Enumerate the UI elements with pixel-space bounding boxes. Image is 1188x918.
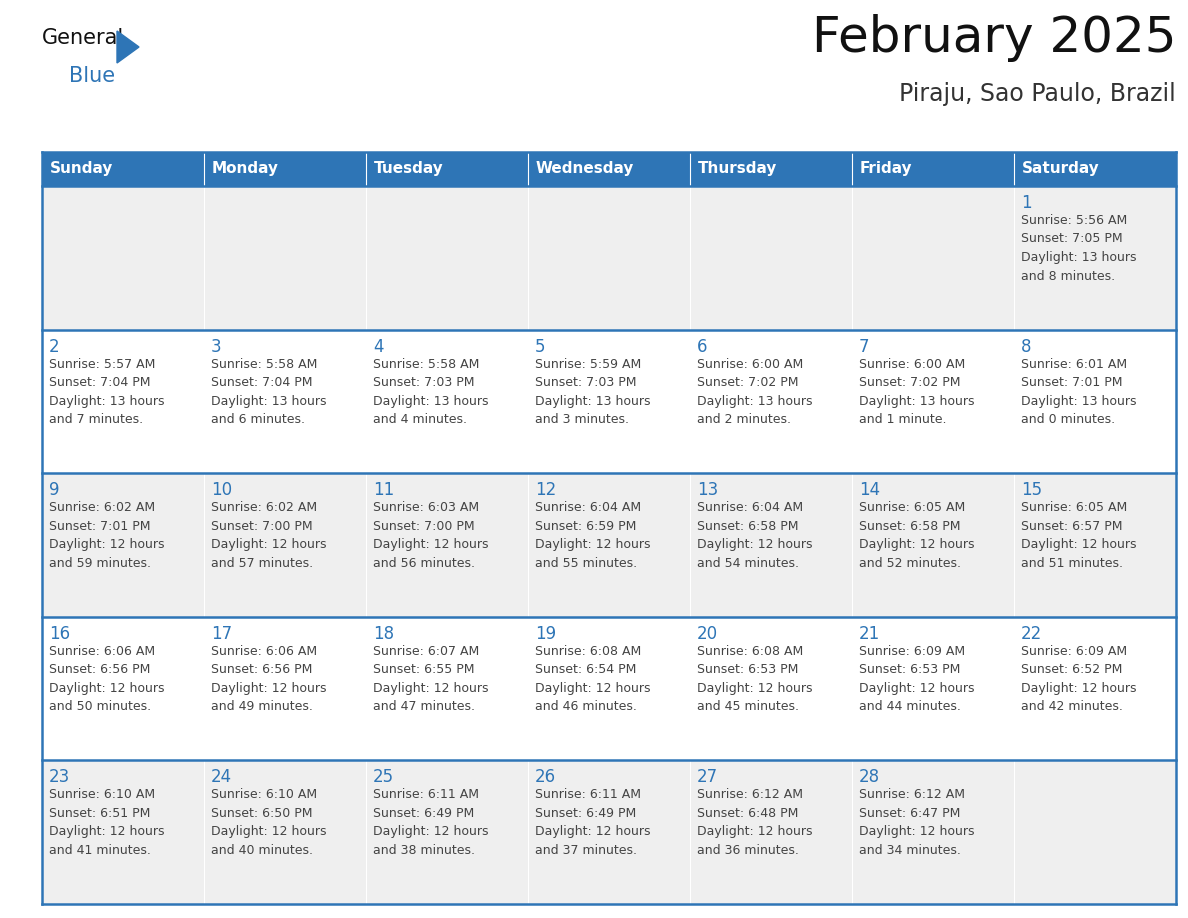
Text: 11: 11 <box>373 481 394 499</box>
Text: 15: 15 <box>1020 481 1042 499</box>
Text: Sunrise: 6:00 AM
Sunset: 7:02 PM
Daylight: 13 hours
and 2 minutes.: Sunrise: 6:00 AM Sunset: 7:02 PM Dayligh… <box>697 358 813 426</box>
Text: Sunrise: 6:10 AM
Sunset: 6:50 PM
Daylight: 12 hours
and 40 minutes.: Sunrise: 6:10 AM Sunset: 6:50 PM Dayligh… <box>211 789 327 856</box>
Text: 24: 24 <box>211 768 232 787</box>
Text: 20: 20 <box>697 625 718 643</box>
Text: February 2025: February 2025 <box>811 14 1176 62</box>
Bar <box>366 152 527 186</box>
Text: Sunrise: 6:09 AM
Sunset: 6:53 PM
Daylight: 12 hours
and 44 minutes.: Sunrise: 6:09 AM Sunset: 6:53 PM Dayligh… <box>859 644 974 713</box>
Bar <box>42 473 1176 617</box>
Text: Sunrise: 6:10 AM
Sunset: 6:51 PM
Daylight: 12 hours
and 41 minutes.: Sunrise: 6:10 AM Sunset: 6:51 PM Dayligh… <box>49 789 164 856</box>
Bar <box>42 186 1176 330</box>
Text: Sunrise: 6:12 AM
Sunset: 6:47 PM
Daylight: 12 hours
and 34 minutes.: Sunrise: 6:12 AM Sunset: 6:47 PM Dayligh… <box>859 789 974 856</box>
Text: Sunrise: 5:56 AM
Sunset: 7:05 PM
Daylight: 13 hours
and 8 minutes.: Sunrise: 5:56 AM Sunset: 7:05 PM Dayligh… <box>1020 214 1137 283</box>
Text: Piraju, Sao Paulo, Brazil: Piraju, Sao Paulo, Brazil <box>899 82 1176 106</box>
Text: 25: 25 <box>373 768 394 787</box>
Text: Sunrise: 5:59 AM
Sunset: 7:03 PM
Daylight: 13 hours
and 3 minutes.: Sunrise: 5:59 AM Sunset: 7:03 PM Dayligh… <box>535 358 651 426</box>
Bar <box>42 330 1176 473</box>
Text: Sunrise: 6:03 AM
Sunset: 7:00 PM
Daylight: 12 hours
and 56 minutes.: Sunrise: 6:03 AM Sunset: 7:00 PM Dayligh… <box>373 501 488 570</box>
Text: 4: 4 <box>373 338 384 355</box>
Text: Sunrise: 6:08 AM
Sunset: 6:53 PM
Daylight: 12 hours
and 45 minutes.: Sunrise: 6:08 AM Sunset: 6:53 PM Dayligh… <box>697 644 813 713</box>
Text: General: General <box>42 28 125 48</box>
Text: Sunrise: 6:02 AM
Sunset: 7:00 PM
Daylight: 12 hours
and 57 minutes.: Sunrise: 6:02 AM Sunset: 7:00 PM Dayligh… <box>211 501 327 570</box>
Text: Sunrise: 6:04 AM
Sunset: 6:59 PM
Daylight: 12 hours
and 55 minutes.: Sunrise: 6:04 AM Sunset: 6:59 PM Dayligh… <box>535 501 651 570</box>
Text: 5: 5 <box>535 338 545 355</box>
Text: Sunrise: 5:57 AM
Sunset: 7:04 PM
Daylight: 13 hours
and 7 minutes.: Sunrise: 5:57 AM Sunset: 7:04 PM Dayligh… <box>49 358 164 426</box>
Text: 23: 23 <box>49 768 70 787</box>
Text: 17: 17 <box>211 625 232 643</box>
Bar <box>42 617 1176 760</box>
Text: Monday: Monday <box>211 162 279 176</box>
Text: Thursday: Thursday <box>699 162 777 176</box>
Polygon shape <box>116 31 139 63</box>
Bar <box>527 152 690 186</box>
Text: 21: 21 <box>859 625 880 643</box>
Text: Sunrise: 6:02 AM
Sunset: 7:01 PM
Daylight: 12 hours
and 59 minutes.: Sunrise: 6:02 AM Sunset: 7:01 PM Dayligh… <box>49 501 164 570</box>
Text: Sunrise: 6:04 AM
Sunset: 6:58 PM
Daylight: 12 hours
and 54 minutes.: Sunrise: 6:04 AM Sunset: 6:58 PM Dayligh… <box>697 501 813 570</box>
Text: 12: 12 <box>535 481 556 499</box>
Text: 19: 19 <box>535 625 556 643</box>
Text: 6: 6 <box>697 338 708 355</box>
Text: 14: 14 <box>859 481 880 499</box>
Text: 18: 18 <box>373 625 394 643</box>
Text: Sunrise: 6:11 AM
Sunset: 6:49 PM
Daylight: 12 hours
and 37 minutes.: Sunrise: 6:11 AM Sunset: 6:49 PM Dayligh… <box>535 789 651 856</box>
Text: 7: 7 <box>859 338 870 355</box>
Text: Wednesday: Wednesday <box>536 162 634 176</box>
Text: 10: 10 <box>211 481 232 499</box>
Text: Saturday: Saturday <box>1022 162 1100 176</box>
Text: 28: 28 <box>859 768 880 787</box>
Text: Sunrise: 6:01 AM
Sunset: 7:01 PM
Daylight: 13 hours
and 0 minutes.: Sunrise: 6:01 AM Sunset: 7:01 PM Dayligh… <box>1020 358 1137 426</box>
Text: 13: 13 <box>697 481 719 499</box>
Bar <box>42 152 204 186</box>
Text: 8: 8 <box>1020 338 1031 355</box>
Text: Sunrise: 6:11 AM
Sunset: 6:49 PM
Daylight: 12 hours
and 38 minutes.: Sunrise: 6:11 AM Sunset: 6:49 PM Dayligh… <box>373 789 488 856</box>
Text: 9: 9 <box>49 481 59 499</box>
Text: 3: 3 <box>211 338 222 355</box>
Text: 26: 26 <box>535 768 556 787</box>
Text: 22: 22 <box>1020 625 1042 643</box>
Text: Sunrise: 6:08 AM
Sunset: 6:54 PM
Daylight: 12 hours
and 46 minutes.: Sunrise: 6:08 AM Sunset: 6:54 PM Dayligh… <box>535 644 651 713</box>
Bar <box>690 152 852 186</box>
Text: Sunrise: 6:05 AM
Sunset: 6:58 PM
Daylight: 12 hours
and 52 minutes.: Sunrise: 6:05 AM Sunset: 6:58 PM Dayligh… <box>859 501 974 570</box>
Text: Sunrise: 6:09 AM
Sunset: 6:52 PM
Daylight: 12 hours
and 42 minutes.: Sunrise: 6:09 AM Sunset: 6:52 PM Dayligh… <box>1020 644 1137 713</box>
Text: 2: 2 <box>49 338 59 355</box>
Bar <box>204 152 366 186</box>
Text: Sunrise: 6:12 AM
Sunset: 6:48 PM
Daylight: 12 hours
and 36 minutes.: Sunrise: 6:12 AM Sunset: 6:48 PM Dayligh… <box>697 789 813 856</box>
Bar <box>1015 152 1176 186</box>
Text: 1: 1 <box>1020 194 1031 212</box>
Text: Tuesday: Tuesday <box>374 162 444 176</box>
Text: 16: 16 <box>49 625 70 643</box>
Text: Sunrise: 6:07 AM
Sunset: 6:55 PM
Daylight: 12 hours
and 47 minutes.: Sunrise: 6:07 AM Sunset: 6:55 PM Dayligh… <box>373 644 488 713</box>
Text: Friday: Friday <box>860 162 912 176</box>
Bar <box>852 152 1015 186</box>
Text: Sunrise: 6:00 AM
Sunset: 7:02 PM
Daylight: 13 hours
and 1 minute.: Sunrise: 6:00 AM Sunset: 7:02 PM Dayligh… <box>859 358 974 426</box>
Text: Sunrise: 6:05 AM
Sunset: 6:57 PM
Daylight: 12 hours
and 51 minutes.: Sunrise: 6:05 AM Sunset: 6:57 PM Dayligh… <box>1020 501 1137 570</box>
Text: Sunrise: 6:06 AM
Sunset: 6:56 PM
Daylight: 12 hours
and 50 minutes.: Sunrise: 6:06 AM Sunset: 6:56 PM Dayligh… <box>49 644 164 713</box>
Bar <box>42 760 1176 904</box>
Text: Sunrise: 5:58 AM
Sunset: 7:03 PM
Daylight: 13 hours
and 4 minutes.: Sunrise: 5:58 AM Sunset: 7:03 PM Dayligh… <box>373 358 488 426</box>
Text: Blue: Blue <box>69 66 115 86</box>
Text: Sunday: Sunday <box>50 162 113 176</box>
Text: 27: 27 <box>697 768 718 787</box>
Text: Sunrise: 6:06 AM
Sunset: 6:56 PM
Daylight: 12 hours
and 49 minutes.: Sunrise: 6:06 AM Sunset: 6:56 PM Dayligh… <box>211 644 327 713</box>
Text: Sunrise: 5:58 AM
Sunset: 7:04 PM
Daylight: 13 hours
and 6 minutes.: Sunrise: 5:58 AM Sunset: 7:04 PM Dayligh… <box>211 358 327 426</box>
